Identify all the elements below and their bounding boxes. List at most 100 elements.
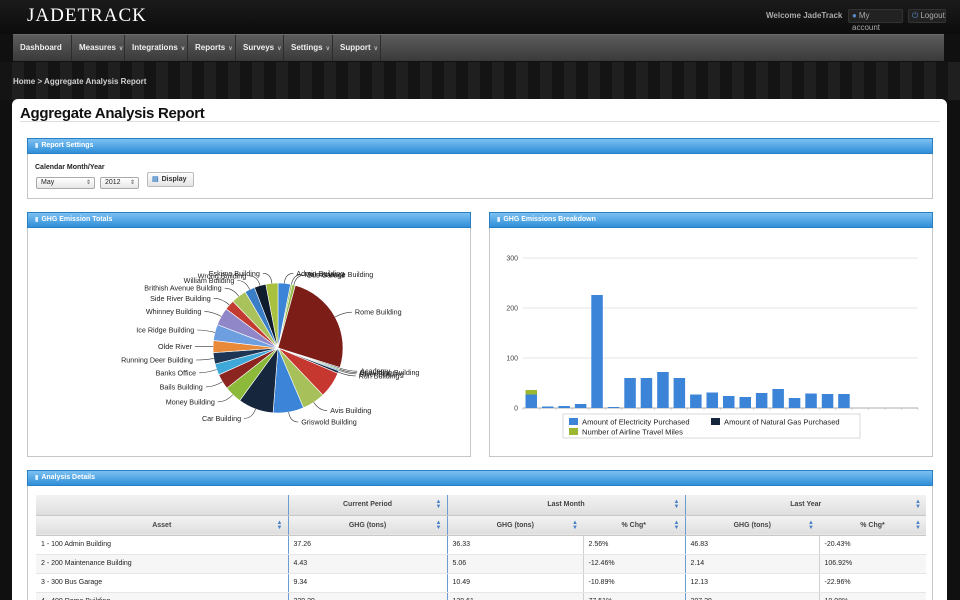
pie-leader-line	[204, 311, 222, 317]
ghg-totals-title: GHG Emission Totals	[41, 216, 113, 223]
table-body: 1 - 100 Admin Building 37.26 36.33 2.56% 46.…	[36, 535, 926, 600]
table-cell: 3 - 300 Bus Garage	[36, 573, 288, 593]
pie-leader-line	[262, 273, 273, 284]
table-cell: 2 - 200 Maintenance Building	[36, 554, 288, 574]
pie-leader-line	[284, 273, 294, 284]
nav-item-settings[interactable]: Settings ∨	[284, 35, 333, 61]
legend-label: Number of Airline Travel Miles	[582, 428, 683, 437]
column-header[interactable]: % Chg* ▲ ▼	[819, 515, 926, 536]
display-label: Display	[161, 176, 187, 183]
bar	[838, 394, 850, 408]
pie-label: William Building	[184, 276, 235, 285]
sort-icon: ▲ ▼	[808, 519, 814, 531]
table-row[interactable]: 1 - 100 Admin Building 37.26 36.33 2.56% 46.…	[36, 535, 926, 555]
table-cell: 9.34	[287, 573, 447, 593]
nav-item-measures[interactable]: Measures ∨	[72, 35, 125, 61]
my-account-button[interactable]: ● My account	[848, 9, 903, 32]
sort-icon: ▲ ▼	[673, 519, 680, 531]
chevron-down-icon: ∨	[325, 46, 330, 52]
table-row[interactable]: 4 - 400 Rome Building229.29129.6177.51%2…	[36, 592, 926, 600]
column-header-label: GHG (tons)	[348, 521, 387, 529]
group-header-last-month[interactable]: Last Month ▲ ▼	[446, 495, 685, 516]
column-header[interactable]: GHG (tons) ▲ ▼	[684, 515, 819, 536]
column-header[interactable]: GHG (tons) ▲ ▼	[287, 515, 447, 536]
year-value: 2012	[105, 179, 121, 186]
display-button[interactable]: ▤ Display	[147, 172, 194, 187]
pie-leader-line	[339, 369, 357, 373]
user-icon: ●	[852, 11, 857, 20]
nav-item-integrations[interactable]: Integrations ∨	[125, 35, 188, 61]
nav-item-label: Measures	[79, 43, 116, 52]
table-cell: 207.29	[684, 592, 819, 600]
pie-label: Whinney Building	[146, 307, 202, 316]
bar	[706, 392, 718, 408]
pie-leader-line	[224, 287, 239, 297]
pie-leader-line	[199, 369, 217, 374]
pie-label: Run Building	[359, 371, 400, 380]
bar	[542, 406, 554, 408]
pie-label: Brithish Avenue Building	[144, 284, 221, 293]
legend-label: Amount of Electricity Purchased	[582, 418, 690, 427]
pie-leader-line	[217, 394, 234, 403]
pie-leader-line	[205, 381, 223, 388]
month-select[interactable]: May ⇕	[36, 177, 95, 189]
chevron-down-icon: ∨	[277, 46, 282, 52]
table-cell: 2.56%	[582, 535, 685, 555]
nav-item-label: Integrations	[132, 43, 178, 52]
header-stripe	[0, 62, 960, 100]
nav-item-reports[interactable]: Reports ∨	[188, 35, 236, 61]
logout-button[interactable]: ⏻ Logout	[908, 9, 946, 23]
bar	[624, 378, 636, 408]
pie-label: Ice Ridge Building	[136, 326, 194, 335]
breadcrumb[interactable]: Home > Aggregate Analysis Report	[13, 77, 147, 86]
chevron-down-icon: ∨	[118, 46, 124, 52]
column-header[interactable]: GHG (tons) ▲ ▼	[446, 515, 583, 536]
nav-item-support[interactable]: Support ∨	[333, 35, 381, 61]
column-header[interactable]: Asset ▲ ▼	[36, 515, 288, 536]
sort-icon: ▲ ▼	[673, 499, 680, 510]
pie-leader-line	[249, 275, 261, 286]
chevron-down-icon: ∨	[180, 46, 186, 52]
analysis-details-header: ▮ Analysis Details	[27, 470, 933, 486]
main-nav: Dashboard Measures ∨ Integrations ∨ Reports ∨ S…	[13, 34, 944, 61]
group-header-empty	[36, 495, 288, 516]
select-arrows-icon: ⇕	[129, 180, 135, 186]
column-header[interactable]: % Chg* ▲ ▼	[583, 515, 685, 536]
logo[interactable]: JADETRACK	[27, 5, 147, 26]
top-bar: JADETRACK Welcome JadeTrack ● My account …	[0, 0, 960, 34]
column-header-label: GHG (tons)	[733, 521, 771, 529]
pie-leader-line	[338, 371, 356, 377]
bar	[690, 394, 702, 408]
group-header-current[interactable]: Current Period ▲ ▼	[287, 495, 447, 516]
power-icon: ⏻	[912, 11, 919, 20]
report-settings-panel: ▮ Report Settings Calendar Month/Year May…	[27, 138, 933, 199]
analysis-table: Current Period ▲ ▼ Last Month ▲ ▼ Last Year ▲…	[36, 495, 926, 600]
bar	[805, 393, 817, 408]
year-select[interactable]: 2012 ⇕	[100, 177, 139, 189]
pie-label: Banks Office	[156, 368, 197, 377]
pie-leader-line	[291, 274, 302, 285]
panel-bars-icon: ▮	[35, 475, 39, 481]
bar	[574, 404, 587, 408]
sort-icon: ▲ ▼	[915, 499, 921, 510]
legend-swatch	[569, 418, 578, 425]
pie-leader-line	[334, 311, 352, 318]
group-current-label: Current Period	[342, 501, 392, 509]
ghg-breakdown-title: GHG Emissions Breakdown	[503, 216, 596, 223]
group-last-month-label: Last Month	[547, 501, 585, 509]
table-cell: 4.43	[287, 554, 447, 574]
pie-leader-line	[293, 274, 305, 285]
sort-icon: ▲ ▼	[572, 519, 578, 531]
table-row[interactable]: 3 - 300 Bus Garage 9.34 10.49 -10.89% 12.13-…	[36, 573, 926, 593]
table-cell: 77.51%	[582, 592, 685, 600]
nav-item-surveys[interactable]: Surveys ∨	[236, 35, 284, 61]
nav-item-dashboard[interactable]: Dashboard	[13, 35, 72, 61]
y-tick-label: 0	[514, 406, 518, 413]
pie-leader-line	[338, 370, 357, 375]
pie-label: Money Building	[166, 397, 215, 406]
group-header-last-year[interactable]: Last Year ▲ ▼	[684, 495, 926, 516]
table-row[interactable]: 2 - 200 Maintenance Building 4.43 5.06 -12.…	[36, 554, 926, 574]
table-cell: 1 - 100 Admin Building	[36, 535, 288, 555]
bar	[591, 295, 603, 408]
